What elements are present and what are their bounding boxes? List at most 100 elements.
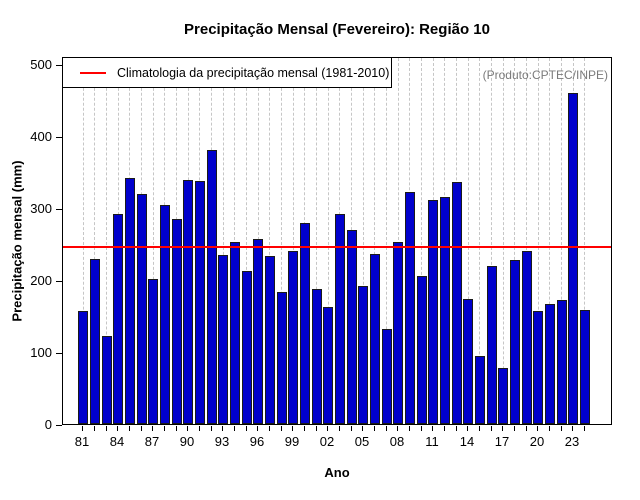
bar-2004	[346, 230, 357, 424]
chart-title: Precipitação Mensal (Fevereiro): Região …	[184, 21, 490, 38]
x-tick-mark	[502, 426, 503, 431]
x-tick-label: 96	[249, 434, 265, 449]
year-gridline	[234, 58, 236, 424]
bar-1987	[148, 279, 159, 424]
bar-1991	[194, 181, 205, 424]
y-tick-mark	[56, 280, 62, 282]
x-tick-mark	[526, 426, 527, 431]
x-tick-mark	[374, 426, 375, 431]
x-tick-mark	[82, 426, 83, 431]
year-gridline	[479, 58, 481, 424]
x-tick-mark	[269, 426, 270, 431]
bar-2006	[369, 254, 380, 424]
y-tick-label: 300	[30, 201, 52, 216]
bar-1986	[136, 194, 147, 424]
source-annotation: (Produto:CPTEC/INPE)	[482, 68, 608, 82]
bar-1984	[113, 214, 124, 424]
bar-1996	[253, 239, 264, 424]
x-tick-mark	[467, 426, 468, 431]
bar-1999	[288, 251, 299, 424]
x-tick-mark	[456, 426, 457, 431]
bar-2023	[568, 93, 579, 424]
year-gridline	[362, 58, 364, 424]
y-tick-mark	[56, 424, 62, 426]
y-tick-mark	[56, 136, 62, 138]
x-tick-mark	[304, 426, 305, 431]
x-tick-label: 81	[74, 434, 90, 449]
bar-2007	[381, 329, 392, 424]
x-tick-label: 87	[144, 434, 160, 449]
x-tick-label: 90	[179, 434, 195, 449]
bar-2010	[416, 276, 427, 424]
climatology-line	[63, 246, 611, 248]
x-tick-mark	[491, 426, 492, 431]
x-tick-mark	[561, 426, 562, 431]
year-gridline	[561, 58, 563, 424]
x-tick-mark	[444, 426, 445, 431]
x-tick-mark	[176, 426, 177, 431]
x-tick-label: 05	[354, 434, 370, 449]
year-gridline	[421, 58, 423, 424]
x-tick-mark	[164, 426, 165, 431]
x-tick-label: 20	[529, 434, 545, 449]
x-tick-mark	[222, 426, 223, 431]
x-tick-mark	[537, 426, 538, 431]
x-tick-label: 99	[284, 434, 300, 449]
bar-2005	[358, 286, 369, 424]
year-gridline	[467, 58, 469, 424]
x-tick-mark	[141, 426, 142, 431]
bar-2020	[533, 311, 544, 424]
year-gridline	[374, 58, 376, 424]
year-gridline	[292, 58, 294, 424]
x-tick-mark	[421, 426, 422, 431]
x-tick-label: 14	[459, 434, 475, 449]
bar-2009	[404, 192, 415, 424]
legend-label: Climatologia da precipitação mensal (198…	[117, 65, 390, 80]
x-tick-mark	[246, 426, 247, 431]
y-tick-label: 500	[30, 57, 52, 72]
x-tick-mark	[549, 426, 550, 431]
bar-2011	[428, 200, 439, 424]
bar-1998	[276, 292, 287, 424]
x-tick-mark	[432, 426, 433, 431]
bar-2015	[474, 356, 485, 424]
year-gridline	[327, 58, 329, 424]
year-gridline	[397, 58, 399, 424]
bar-1981	[78, 311, 89, 424]
x-tick-mark	[106, 426, 107, 431]
x-tick-mark	[187, 426, 188, 431]
bar-2022	[556, 300, 567, 424]
year-gridline	[316, 58, 318, 424]
bar-1994	[229, 242, 240, 424]
bar-1997	[264, 256, 275, 424]
legend: Climatologia da precipitação mensal (198…	[62, 57, 392, 88]
x-tick-mark	[351, 426, 352, 431]
year-gridline	[281, 58, 283, 424]
x-tick-mark	[316, 426, 317, 431]
bar-2019	[521, 251, 532, 424]
bar-2002	[323, 307, 334, 424]
bar-2016	[486, 266, 497, 424]
y-axis-title: Precipitação mensal (mm)	[9, 160, 25, 322]
year-gridline	[246, 58, 248, 424]
x-tick-mark	[514, 426, 515, 431]
year-gridline	[537, 58, 539, 424]
x-tick-label: 11	[425, 434, 439, 449]
x-tick-mark	[152, 426, 153, 431]
x-tick-mark	[584, 426, 585, 431]
y-tick-mark	[56, 64, 62, 66]
x-tick-label: 93	[214, 434, 230, 449]
year-gridline	[514, 58, 516, 424]
x-tick-mark	[362, 426, 363, 431]
bar-1988	[159, 205, 170, 424]
x-tick-mark	[129, 426, 130, 431]
x-tick-label: 84	[109, 434, 125, 449]
bar-2008	[393, 242, 404, 424]
year-gridline	[106, 58, 108, 424]
x-tick-mark	[479, 426, 480, 431]
bar-2014	[463, 299, 474, 424]
x-tick-mark	[409, 426, 410, 431]
x-tick-mark	[211, 426, 212, 431]
plot-area	[62, 57, 612, 425]
bar-2003	[334, 214, 345, 424]
